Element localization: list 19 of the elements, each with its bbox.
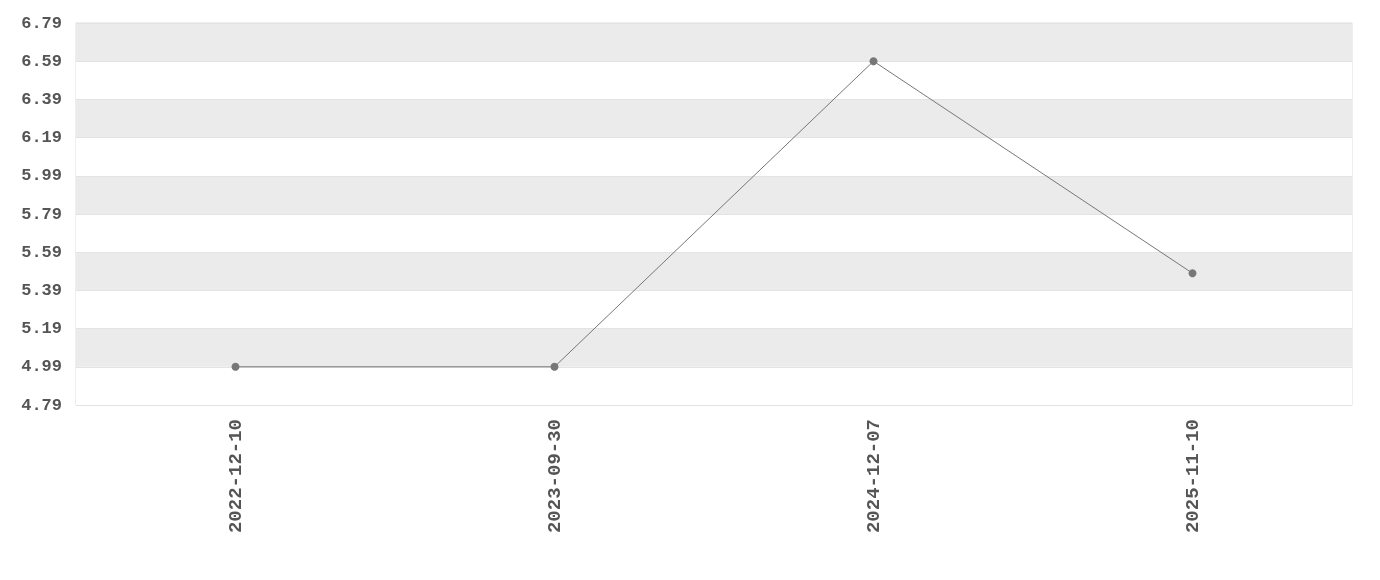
x-tick-label: 2025-11-10 <box>1181 419 1204 534</box>
y-tick-label: 5.79 <box>21 204 62 224</box>
y-tick-label: 5.59 <box>21 242 62 262</box>
point <box>231 362 240 371</box>
point <box>1188 269 1197 278</box>
y-tick-label: 5.99 <box>21 166 62 186</box>
y-tick-label: 6.59 <box>21 51 62 71</box>
y-tick-label: 4.79 <box>21 395 62 415</box>
y-tick-label: 6.39 <box>21 89 62 109</box>
y-tick-label: 6.19 <box>21 128 62 148</box>
x-tick-label: 2022-12-10 <box>224 419 247 534</box>
y-tick-label: 5.19 <box>21 319 62 339</box>
x-tick-label: 2023-09-30 <box>543 419 566 534</box>
y-tick-label: 6.79 <box>21 13 62 33</box>
y-tick-label: 4.99 <box>21 357 62 377</box>
y-tick-label: 5.39 <box>21 280 62 300</box>
x-tick-label: 2024-12-07 <box>862 419 885 534</box>
point <box>550 362 559 371</box>
point <box>869 57 878 66</box>
